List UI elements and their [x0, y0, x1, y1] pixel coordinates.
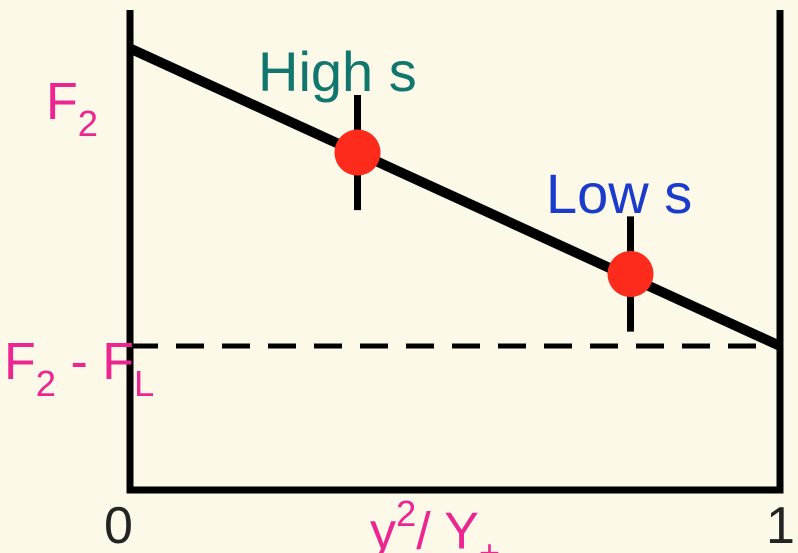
y-axis-label-top: F2 — [46, 76, 98, 137]
annotation-low-s: Low s — [546, 166, 692, 222]
chart-canvas: { "chart": { "type": "line-scatter", "ba… — [0, 0, 798, 553]
x-axis-label: y2/ Y+ — [370, 500, 500, 553]
x-tick-one: 1 — [766, 500, 795, 552]
annotation-high-s: High s — [258, 44, 417, 100]
data-point-0 — [335, 130, 381, 176]
y-axis-label-low: F2 - FL — [4, 336, 154, 397]
data-point-1 — [608, 251, 654, 297]
x-tick-zero: 0 — [104, 500, 133, 552]
